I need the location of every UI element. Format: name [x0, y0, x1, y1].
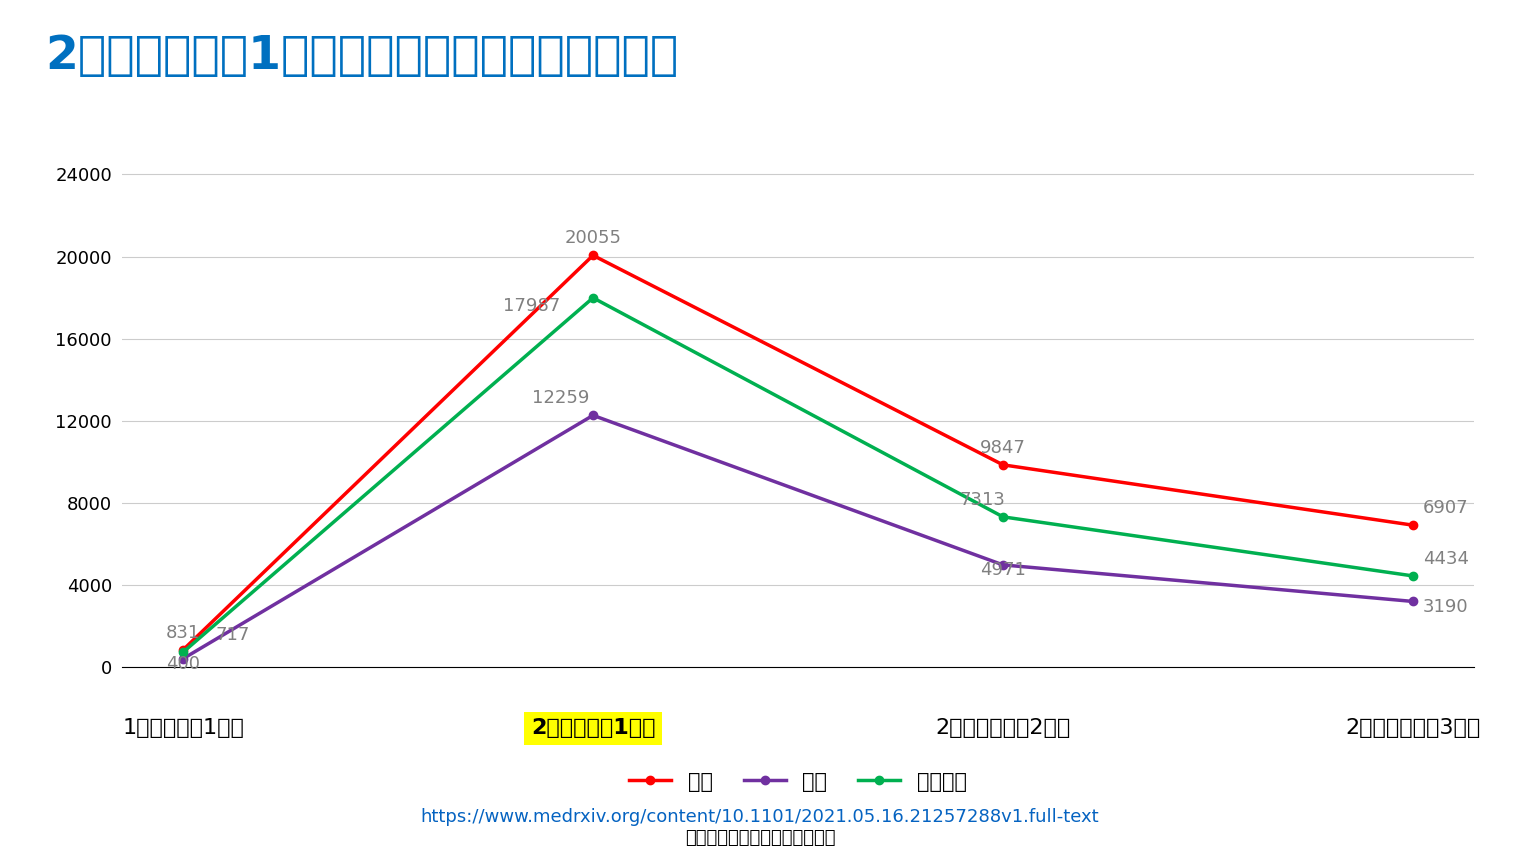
Text: 12259: 12259 [532, 389, 588, 407]
Text: 4971: 4971 [980, 561, 1026, 579]
Text: 9847: 9847 [980, 439, 1026, 457]
Text: 4434: 4434 [1423, 550, 1468, 568]
Text: 2回目接種後約3ヶ月: 2回目接種後約3ヶ月 [1345, 718, 1480, 738]
Text: 2回目の接種後1週間をピークに中和抗体は減少: 2回目の接種後1週間をピークに中和抗体は減少 [46, 34, 679, 80]
Text: 717: 717 [216, 626, 249, 644]
Text: 17987: 17987 [503, 298, 561, 315]
Legend: 女性, 男性, 男女合計: 女性, 男性, 男女合計 [620, 764, 976, 800]
Text: 1回目接種後1週間: 1回目接種後1週間 [122, 718, 245, 738]
Text: 400: 400 [166, 655, 201, 673]
Text: 7313: 7313 [959, 491, 1005, 509]
Text: 2回目接種後1週間: 2回目接種後1週間 [530, 718, 655, 738]
Text: 3190: 3190 [1423, 598, 1468, 616]
Text: 2回目接種後約2ヶ月: 2回目接種後約2ヶ月 [935, 718, 1070, 738]
Text: 20055: 20055 [564, 229, 622, 247]
Text: よりデータを一部引用・再編集: よりデータを一部引用・再編集 [684, 829, 836, 847]
Text: 831: 831 [166, 623, 201, 641]
Text: 6907: 6907 [1423, 499, 1468, 517]
Text: https://www.medrxiv.org/content/10.1101/2021.05.16.21257288v1.full-text: https://www.medrxiv.org/content/10.1101/… [421, 808, 1099, 826]
